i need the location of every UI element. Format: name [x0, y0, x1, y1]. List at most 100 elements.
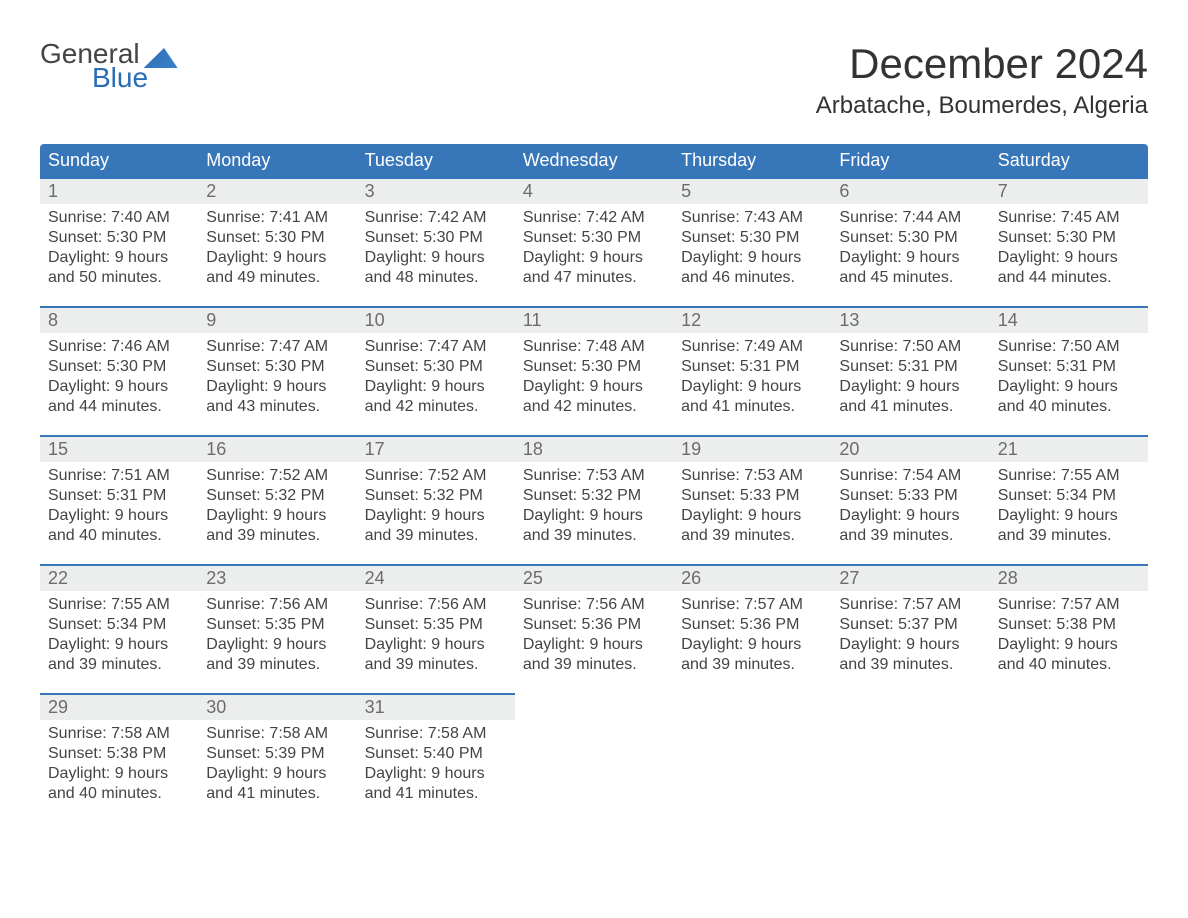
day-number: 14 [990, 308, 1148, 333]
sunrise-text: Sunrise: 7:58 AM [365, 724, 507, 744]
daylight-text: and 39 minutes. [523, 655, 665, 675]
sunset-text: Sunset: 5:32 PM [206, 486, 348, 506]
calendar-cell: 29Sunrise: 7:58 AMSunset: 5:38 PMDayligh… [40, 693, 198, 822]
sunset-text: Sunset: 5:37 PM [839, 615, 981, 635]
day-number: 28 [990, 566, 1148, 591]
daylight-text: Daylight: 9 hours [365, 248, 507, 268]
daylight-text: and 39 minutes. [206, 526, 348, 546]
sunrise-text: Sunrise: 7:41 AM [206, 208, 348, 228]
sunrise-text: Sunrise: 7:53 AM [523, 466, 665, 486]
daylight-text: and 39 minutes. [839, 655, 981, 675]
sunrise-text: Sunrise: 7:52 AM [365, 466, 507, 486]
calendar-cell: 12Sunrise: 7:49 AMSunset: 5:31 PMDayligh… [673, 306, 831, 435]
daylight-text: Daylight: 9 hours [523, 635, 665, 655]
daylight-text: Daylight: 9 hours [839, 506, 981, 526]
sunset-text: Sunset: 5:38 PM [998, 615, 1140, 635]
sunrise-text: Sunrise: 7:51 AM [48, 466, 190, 486]
daylight-text: and 39 minutes. [206, 655, 348, 675]
month-title: December 2024 [816, 40, 1148, 88]
daylight-text: and 40 minutes. [48, 526, 190, 546]
day-number: 2 [198, 179, 356, 204]
daylight-text: Daylight: 9 hours [523, 377, 665, 397]
calendar-cell: 15Sunrise: 7:51 AMSunset: 5:31 PMDayligh… [40, 435, 198, 564]
daylight-text: and 39 minutes. [681, 655, 823, 675]
sunrise-text: Sunrise: 7:49 AM [681, 337, 823, 357]
day-details: Sunrise: 7:55 AMSunset: 5:34 PMDaylight:… [990, 462, 1148, 546]
sunrise-text: Sunrise: 7:57 AM [998, 595, 1140, 615]
daylight-text: and 40 minutes. [998, 655, 1140, 675]
calendar-cell: 25Sunrise: 7:56 AMSunset: 5:36 PMDayligh… [515, 564, 673, 693]
daylight-text: Daylight: 9 hours [998, 506, 1140, 526]
calendar-week-row: 22Sunrise: 7:55 AMSunset: 5:34 PMDayligh… [40, 564, 1148, 693]
sunrise-text: Sunrise: 7:58 AM [206, 724, 348, 744]
day-details: Sunrise: 7:44 AMSunset: 5:30 PMDaylight:… [831, 204, 989, 288]
day-details: Sunrise: 7:58 AMSunset: 5:38 PMDaylight:… [40, 720, 198, 804]
daylight-text: Daylight: 9 hours [48, 506, 190, 526]
sunset-text: Sunset: 5:39 PM [206, 744, 348, 764]
sunrise-text: Sunrise: 7:57 AM [681, 595, 823, 615]
day-number: 6 [831, 179, 989, 204]
daylight-text: Daylight: 9 hours [206, 377, 348, 397]
sunrise-text: Sunrise: 7:48 AM [523, 337, 665, 357]
sunrise-text: Sunrise: 7:40 AM [48, 208, 190, 228]
calendar-cell: 8Sunrise: 7:46 AMSunset: 5:30 PMDaylight… [40, 306, 198, 435]
day-number: 4 [515, 179, 673, 204]
day-details: Sunrise: 7:57 AMSunset: 5:37 PMDaylight:… [831, 591, 989, 675]
day-details: Sunrise: 7:42 AMSunset: 5:30 PMDaylight:… [357, 204, 515, 288]
day-number: 7 [990, 179, 1148, 204]
calendar-cell: 5Sunrise: 7:43 AMSunset: 5:30 PMDaylight… [673, 177, 831, 306]
calendar-table: Sunday Monday Tuesday Wednesday Thursday… [40, 144, 1148, 822]
daylight-text: Daylight: 9 hours [48, 764, 190, 784]
daylight-text: Daylight: 9 hours [839, 248, 981, 268]
day-details: Sunrise: 7:51 AMSunset: 5:31 PMDaylight:… [40, 462, 198, 546]
daylight-text: and 45 minutes. [839, 268, 981, 288]
sunset-text: Sunset: 5:34 PM [998, 486, 1140, 506]
day-number: 12 [673, 308, 831, 333]
sunrise-text: Sunrise: 7:45 AM [998, 208, 1140, 228]
calendar-cell [990, 693, 1148, 822]
sunrise-text: Sunrise: 7:50 AM [998, 337, 1140, 357]
day-number: 24 [357, 566, 515, 591]
logo: General Blue [40, 40, 178, 92]
daylight-text: and 41 minutes. [206, 784, 348, 804]
daylight-text: Daylight: 9 hours [681, 248, 823, 268]
daylight-text: and 49 minutes. [206, 268, 348, 288]
sunrise-text: Sunrise: 7:54 AM [839, 466, 981, 486]
calendar-cell: 1Sunrise: 7:40 AMSunset: 5:30 PMDaylight… [40, 177, 198, 306]
page-header: General Blue December 2024 Arbatache, Bo… [40, 40, 1148, 120]
daylight-text: Daylight: 9 hours [839, 377, 981, 397]
daylight-text: and 41 minutes. [839, 397, 981, 417]
title-block: December 2024 Arbatache, Boumerdes, Alge… [816, 40, 1148, 120]
calendar-cell: 14Sunrise: 7:50 AMSunset: 5:31 PMDayligh… [990, 306, 1148, 435]
day-number: 5 [673, 179, 831, 204]
sunrise-text: Sunrise: 7:50 AM [839, 337, 981, 357]
daylight-text: and 40 minutes. [998, 397, 1140, 417]
day-details: Sunrise: 7:45 AMSunset: 5:30 PMDaylight:… [990, 204, 1148, 288]
day-number: 15 [40, 437, 198, 462]
day-number: 1 [40, 179, 198, 204]
calendar-cell: 24Sunrise: 7:56 AMSunset: 5:35 PMDayligh… [357, 564, 515, 693]
day-details: Sunrise: 7:56 AMSunset: 5:36 PMDaylight:… [515, 591, 673, 675]
daylight-text: Daylight: 9 hours [998, 635, 1140, 655]
sunrise-text: Sunrise: 7:47 AM [206, 337, 348, 357]
daylight-text: and 39 minutes. [365, 526, 507, 546]
calendar-cell: 26Sunrise: 7:57 AMSunset: 5:36 PMDayligh… [673, 564, 831, 693]
day-details: Sunrise: 7:55 AMSunset: 5:34 PMDaylight:… [40, 591, 198, 675]
day-number: 3 [357, 179, 515, 204]
day-details: Sunrise: 7:46 AMSunset: 5:30 PMDaylight:… [40, 333, 198, 417]
daylight-text: and 43 minutes. [206, 397, 348, 417]
weekday-header: Thursday [673, 144, 831, 177]
day-number: 26 [673, 566, 831, 591]
sunset-text: Sunset: 5:32 PM [523, 486, 665, 506]
sunset-text: Sunset: 5:31 PM [839, 357, 981, 377]
weekday-header: Saturday [990, 144, 1148, 177]
sunset-text: Sunset: 5:36 PM [681, 615, 823, 635]
daylight-text: and 41 minutes. [681, 397, 823, 417]
weekday-header: Wednesday [515, 144, 673, 177]
sunset-text: Sunset: 5:30 PM [206, 357, 348, 377]
calendar-cell: 27Sunrise: 7:57 AMSunset: 5:37 PMDayligh… [831, 564, 989, 693]
day-number: 29 [40, 695, 198, 720]
weekday-header: Monday [198, 144, 356, 177]
daylight-text: and 48 minutes. [365, 268, 507, 288]
calendar-cell: 30Sunrise: 7:58 AMSunset: 5:39 PMDayligh… [198, 693, 356, 822]
